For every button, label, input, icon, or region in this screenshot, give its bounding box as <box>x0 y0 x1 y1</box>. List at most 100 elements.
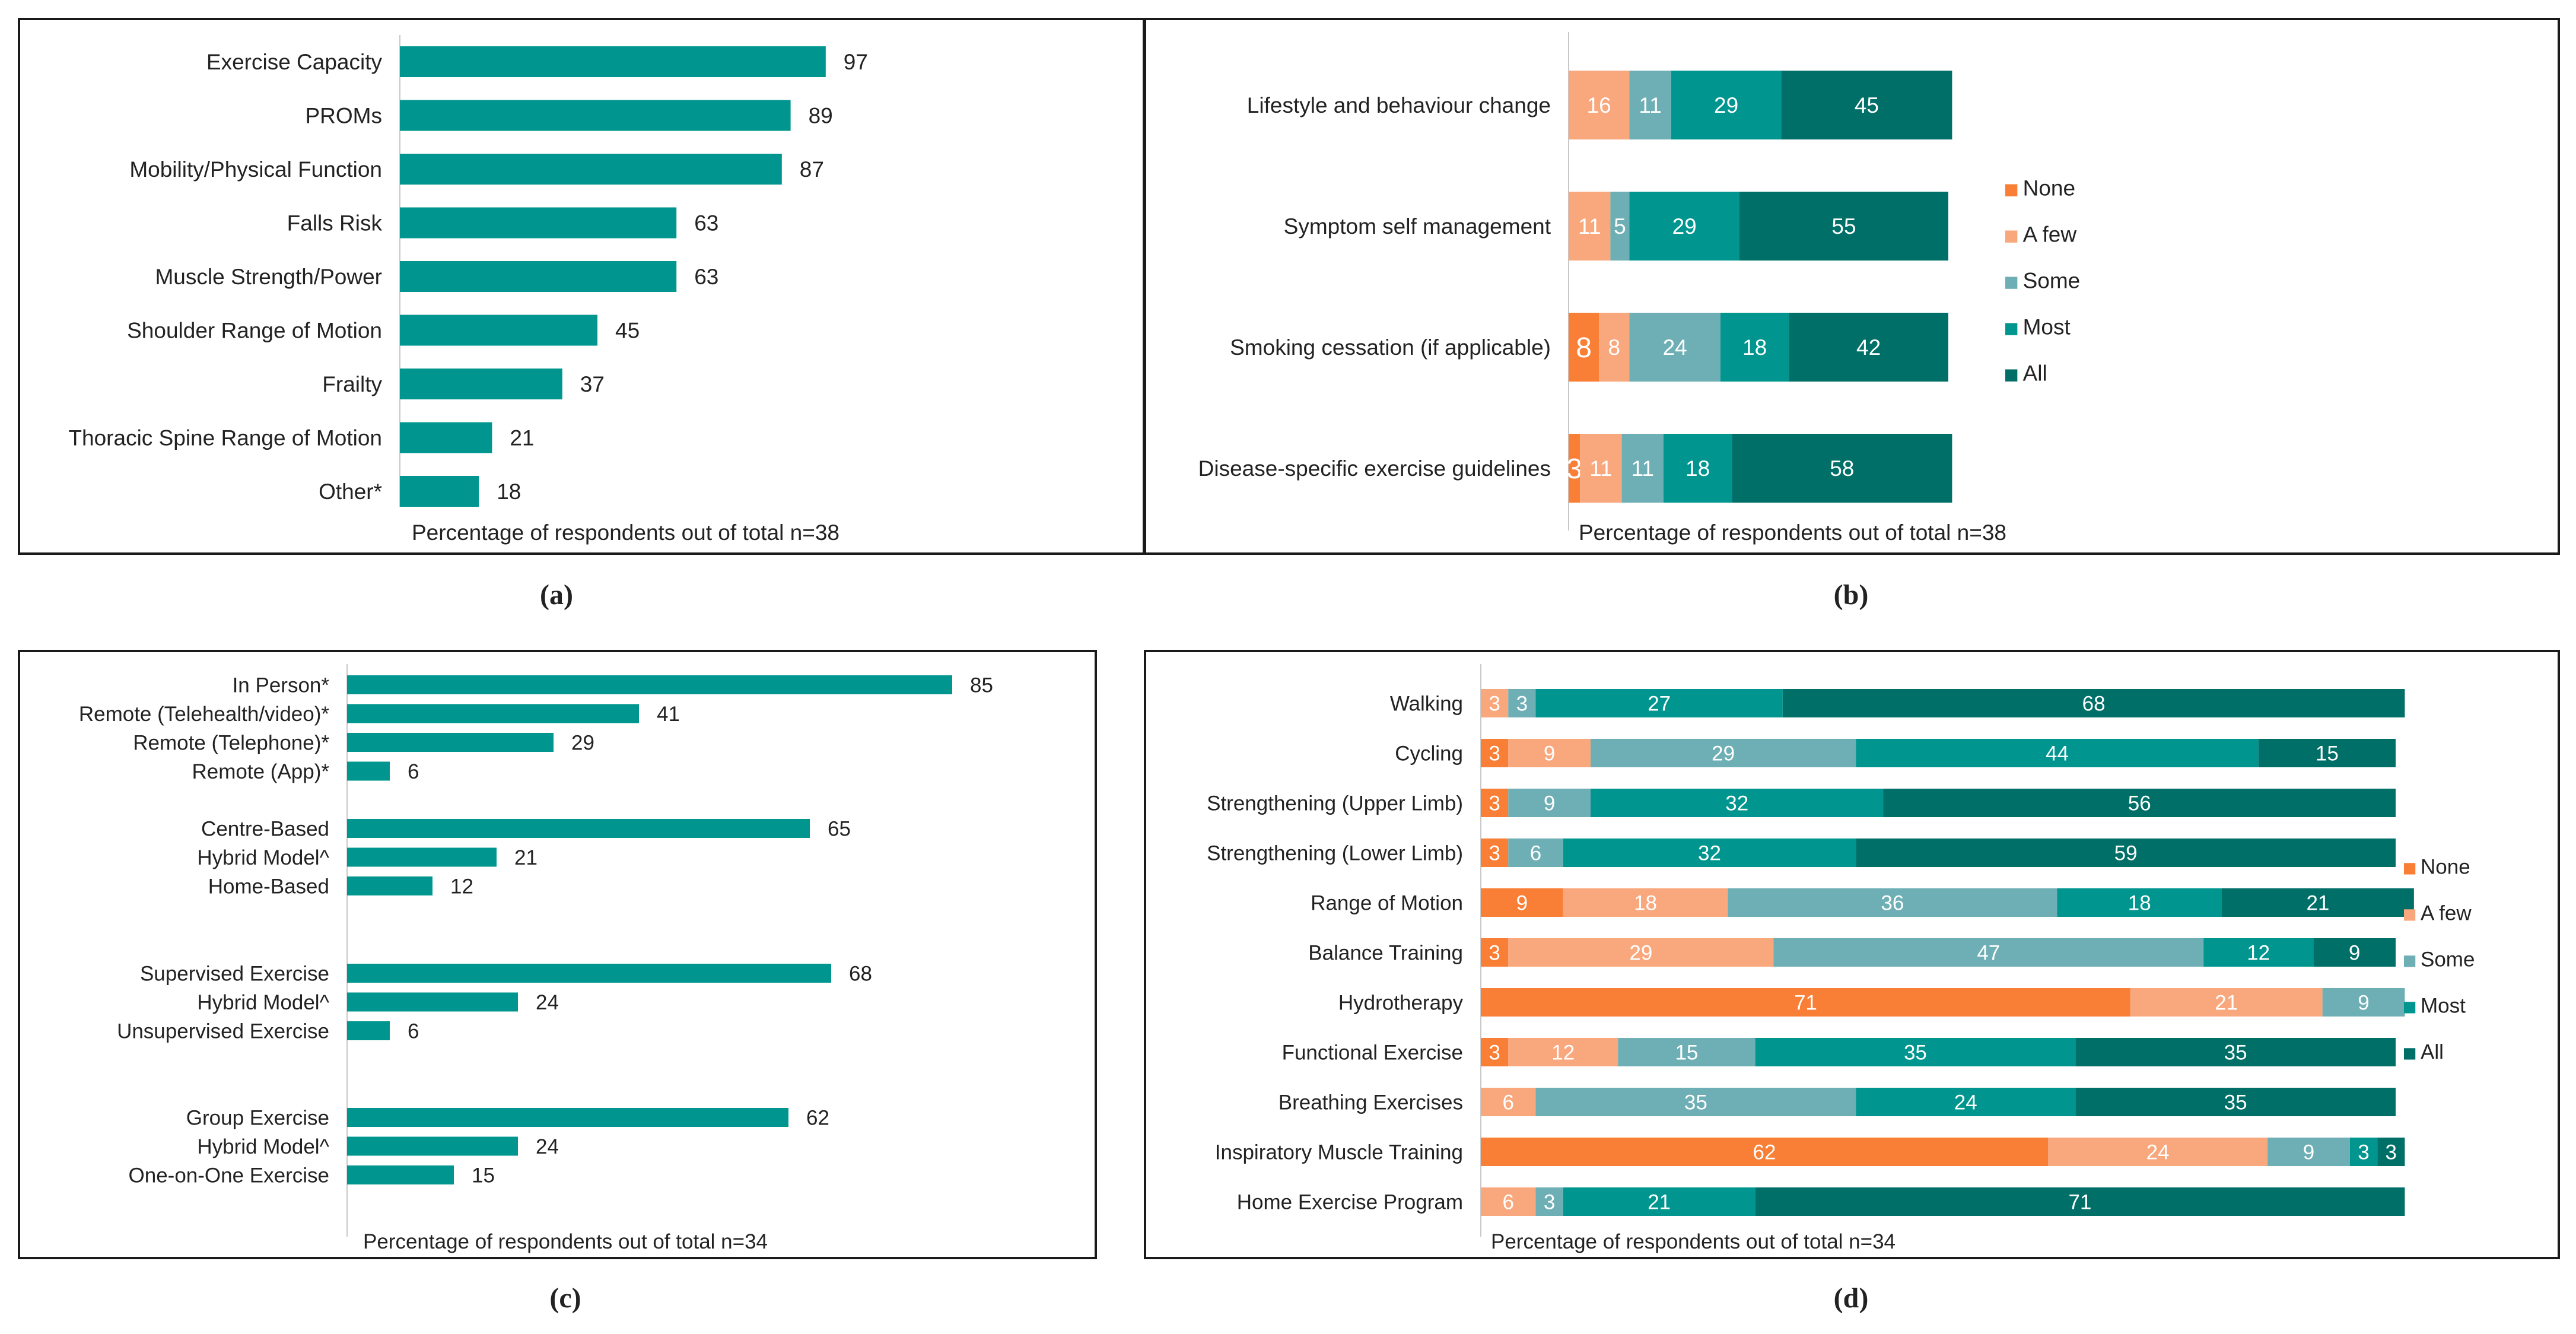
category-label: Hybrid Model^ <box>197 1135 329 1158</box>
bar <box>347 1021 390 1040</box>
bar-segment-a-few <box>1508 739 1591 767</box>
data-label: 18 <box>497 479 521 504</box>
data-label: 65 <box>828 817 851 840</box>
bar-segment-all <box>1755 1187 2405 1216</box>
bar-segment-a-few <box>1508 1038 1618 1066</box>
bar-segment-all <box>2313 938 2396 967</box>
category-label: Unsupervised Exercise <box>117 1019 329 1043</box>
legend-swatch <box>2005 277 2018 289</box>
caption-a: (a) <box>540 579 573 611</box>
bar-segment-most <box>2057 888 2222 917</box>
data-label: 24 <box>1663 335 1687 360</box>
bar-segment-some <box>1629 313 1720 382</box>
bar <box>347 992 518 1012</box>
bar-segment-some <box>1618 1038 1756 1066</box>
bar-segment-all <box>2377 1138 2405 1166</box>
category-label: Balance Training <box>1308 941 1463 964</box>
bar-segment-a-few <box>1481 1187 1536 1216</box>
bar-segment-a-few <box>1481 1088 1536 1116</box>
chart-a: Exercise Capacity 97 PROMs 89 Mobility/Physi… <box>68 35 868 545</box>
bar-segment-some <box>2322 988 2405 1017</box>
category-label: Thoracic Spine Range of Motion <box>68 425 382 450</box>
legend-label: None <box>2421 856 2470 879</box>
data-label: 3 <box>1489 941 1500 964</box>
bar-segment-all <box>1739 192 1948 261</box>
legend-label: Most <box>2421 995 2466 1018</box>
data-label: 12 <box>450 875 473 898</box>
data-label: 15 <box>1675 1041 1698 1064</box>
legend-swatch <box>2005 184 2018 196</box>
legend-label: A few <box>2023 223 2077 247</box>
data-label: 29 <box>1712 742 1735 765</box>
bar-segment-a-few <box>1599 313 1630 382</box>
category-label: Muscle Strength/Power <box>155 265 382 289</box>
data-label: 35 <box>1904 1041 1927 1064</box>
bar-segment-all <box>1732 434 1952 503</box>
category-label: Centre-Based <box>201 817 329 840</box>
data-label: 6 <box>408 1019 419 1043</box>
data-label: 11 <box>1589 456 1612 481</box>
bar-segment-all <box>1856 838 2396 867</box>
x-axis-label: Percentage of respondents out of total n… <box>363 1230 768 1253</box>
data-label: 6 <box>1503 1091 1514 1114</box>
category-label: Walking <box>1390 692 1463 715</box>
chart-b: Lifestyle and behaviour change 16 11 29 45 Sy… <box>1198 32 2080 545</box>
bar-segment-a-few <box>1481 689 1509 717</box>
bar <box>347 675 952 694</box>
data-label: 41 <box>657 703 680 726</box>
bar <box>347 876 432 895</box>
category-label: Remote (Telehealth/video)* <box>79 703 330 726</box>
bar-segment-all <box>1781 71 1952 139</box>
legend-swatch <box>2404 1048 2416 1060</box>
bar-segment-none <box>1481 988 2130 1017</box>
bar-segment-some <box>1508 789 1591 817</box>
bar <box>347 1108 788 1127</box>
bar <box>400 154 782 185</box>
bar-segment-a-few <box>1569 192 1611 261</box>
bar-segment-none <box>1481 1038 1509 1066</box>
data-label: 3 <box>1489 742 1500 765</box>
category-label: Home Exercise Program <box>1237 1190 1463 1214</box>
bar <box>347 733 554 752</box>
x-axis-label: Percentage of respondents out of total n… <box>1579 520 2006 545</box>
category-label: Strengthening (Lower Limb) <box>1207 841 1463 865</box>
data-label: 87 <box>800 157 824 182</box>
data-label: 24 <box>536 991 559 1014</box>
bar-segment-all <box>2258 739 2396 767</box>
data-label: 45 <box>1855 93 1879 117</box>
category-label: Hydrotherapy <box>1338 991 1464 1014</box>
data-label: 37 <box>580 372 605 396</box>
data-label: 12 <box>2247 941 2270 964</box>
bar-segment-most <box>1563 1187 1756 1216</box>
data-label: 15 <box>2316 742 2339 765</box>
category-label: Hybrid Model^ <box>197 846 329 869</box>
data-label: 3 <box>1489 1041 1500 1064</box>
bar-segment-most <box>1535 689 1783 717</box>
data-label: 71 <box>1794 991 1817 1014</box>
bar-segment-none <box>1481 739 1509 767</box>
category-label: PROMs <box>306 103 383 128</box>
data-label: 3 <box>2358 1141 2369 1164</box>
data-label: 16 <box>1587 93 1611 117</box>
bar <box>347 964 831 983</box>
data-label: 15 <box>472 1164 495 1187</box>
data-label: 6 <box>1530 841 1541 865</box>
bar <box>400 315 597 346</box>
data-label: 68 <box>2082 692 2106 715</box>
bar-segment-a-few <box>1563 888 1728 917</box>
data-label: 3 <box>1489 841 1500 865</box>
category-label: Remote (App)* <box>192 760 330 783</box>
bar-segment-some <box>1610 192 1630 261</box>
category-label: Strengthening (Upper Limb) <box>1207 792 1463 815</box>
data-label: 62 <box>1753 1141 1776 1164</box>
chart-c: In Person* 85 Remote (Telehealth/video)* 41… <box>79 664 993 1253</box>
bar-segment-none <box>1569 313 1599 382</box>
data-label: 71 <box>2069 1190 2092 1214</box>
data-label: 9 <box>1516 891 1528 914</box>
bar-segment-all <box>2075 1088 2396 1116</box>
bar-segment-none <box>1481 789 1509 817</box>
bar-segment-all <box>1789 313 1948 382</box>
bar <box>400 100 791 131</box>
category-label: Disease-specific exercise guidelines <box>1198 456 1551 481</box>
